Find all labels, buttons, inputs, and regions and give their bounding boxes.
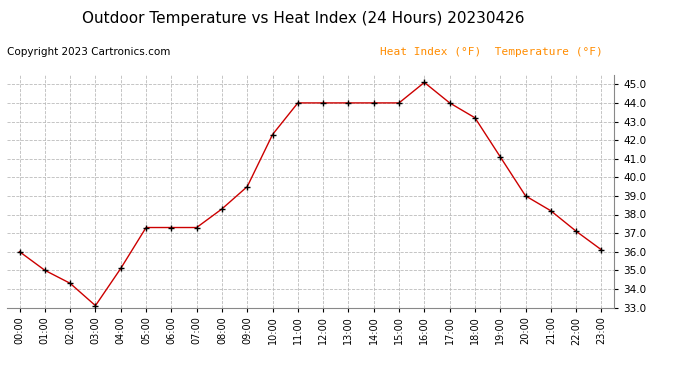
Text: Copyright 2023 Cartronics.com: Copyright 2023 Cartronics.com — [7, 47, 170, 57]
Text: Outdoor Temperature vs Heat Index (24 Hours) 20230426: Outdoor Temperature vs Heat Index (24 Ho… — [82, 11, 525, 26]
Text: Heat Index (°F)  Temperature (°F): Heat Index (°F) Temperature (°F) — [380, 47, 602, 57]
